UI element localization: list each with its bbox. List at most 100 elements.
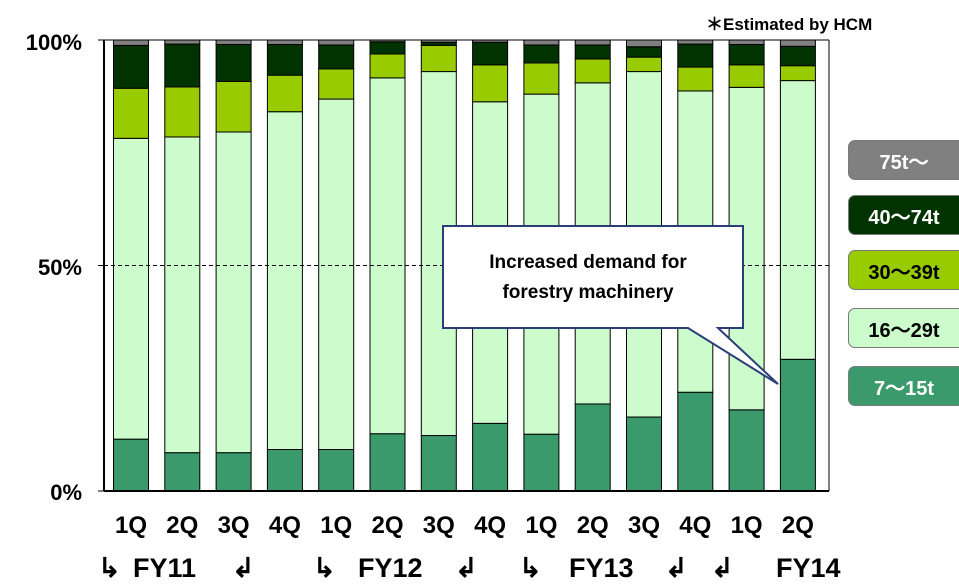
bar-segment [318,449,355,492]
bar-segment [266,39,303,46]
legend-item-40-74t: 40～74t [848,195,959,235]
bar-segment [113,137,149,440]
bar-segment [626,46,662,58]
bar-segment [574,58,611,84]
bar-segment [369,53,406,79]
x-tick-label: 1Q [525,512,557,539]
bar-segment [574,39,611,46]
bar-segment [523,39,560,46]
bar-segment [677,66,714,92]
bar-segment [318,98,355,451]
y-tick-label: 100% [26,30,82,55]
bar-segment [318,44,355,70]
callout-text: Increased demand for forestry machinery [448,248,728,308]
bar-segment [215,44,252,82]
callout-bubble [442,225,779,385]
callout-line-1: Increased demand for [489,252,687,273]
x-tick-label: 1Q [320,512,352,539]
x-tick-label: 2Q [371,512,403,539]
bar-segment [369,77,406,435]
bar-segment [369,433,406,492]
bar-segment [266,74,303,113]
fiscal-year-label: FY11 [133,553,196,583]
fiscal-year-bracket-arrow: ↳ [313,553,336,583]
labels-layer: 1Q 2Q 3Q 4Q 1Q 2Q 3Q 4Q 1Q 2Q 3Q 4Q 1Q 2Q 0% 50% 100% ↳ FY… [26,30,841,583]
bar-segment [164,136,201,454]
legend-label: 7～15t [873,377,935,400]
fiscal-year-bracket-arrow: ↳ [519,553,542,583]
bar-segment [728,64,765,88]
fiscal-year-bracket-arrow: ↲ [455,553,478,583]
bar-segment [318,68,355,100]
legend-label: 30～39t [868,261,940,284]
bar-segment [113,87,149,139]
bar-segment [113,44,149,89]
x-tick-label: 2Q [782,512,814,539]
bar-segment [626,39,662,48]
bar-segment [113,438,149,492]
callout-line-2: forestry machinery [502,282,674,303]
bar-segment [523,62,560,95]
bar-segment [215,80,252,133]
y-tick-label: 50% [38,255,82,280]
legend-item-7-15t: 7～15t [848,366,959,406]
fiscal-year-label: FY14 [776,553,841,583]
bar-segment [728,39,765,46]
bar-segment [574,403,611,492]
fiscal-year-bracket-arrow: ↲ [665,553,688,583]
bar-segment [779,358,816,492]
bar-segment [369,41,406,55]
bar-segment [164,43,201,88]
bar-segment [266,449,303,492]
legend-label: 40～74t [868,206,940,229]
bar-segment [215,452,252,492]
legend-item-16-29t: 16～29t [848,308,959,348]
bar-segment [164,452,201,492]
x-tick-label: 2Q [577,512,609,539]
x-tick-label: 3Q [218,512,250,539]
x-tick-label: 3Q [628,512,660,539]
bar-segment [779,39,816,47]
fiscal-year-label: FY12 [358,553,423,583]
bar-segment [266,44,303,76]
bar-segment [420,44,457,73]
bar-segment [472,422,509,492]
bar-segment [472,64,509,103]
x-tick-label: 1Q [731,512,763,539]
x-tick-label: 3Q [423,512,455,539]
bar-segment [779,45,816,67]
bar-segment [523,44,560,64]
fiscal-year-bracket-arrow: ↲ [711,553,734,583]
bar-segment [728,44,765,66]
legend-label: 75t～ [879,151,929,174]
bar-segment [472,41,509,66]
bar-segment [626,56,662,73]
legend-item-75t: 75t～ [848,140,959,180]
bar-segment [420,435,457,492]
bar-segment [779,80,816,360]
bar-segment [779,65,816,82]
bar-segment [318,39,355,46]
x-tick-label: 1Q [115,512,147,539]
bar-segment [574,44,611,60]
bar-segment [728,409,765,492]
bar-segment [215,39,252,46]
x-tick-label: 4Q [679,512,711,539]
x-tick-label: 2Q [166,512,198,539]
estimate-note: ＊Estimated by HCM [706,15,873,34]
fiscal-year-bracket-arrow: ↳ [98,553,121,583]
legend-label: 16～29t [868,319,940,342]
callout-outline [442,225,779,385]
x-tick-label: 4Q [474,512,506,539]
bar-segment [266,111,303,451]
fiscal-year-label: FY13 [569,553,634,583]
bar-segment [626,416,662,492]
bar-segment [215,131,252,454]
y-tick-label: 0% [50,480,82,505]
x-tick-label: 4Q [269,512,301,539]
bar-segment [164,39,201,45]
fiscal-year-bracket-arrow: ↲ [232,553,255,583]
bar-segment [164,86,201,138]
bar-segment [677,39,714,45]
legend-item-30-39t: 30～39t [848,250,959,290]
